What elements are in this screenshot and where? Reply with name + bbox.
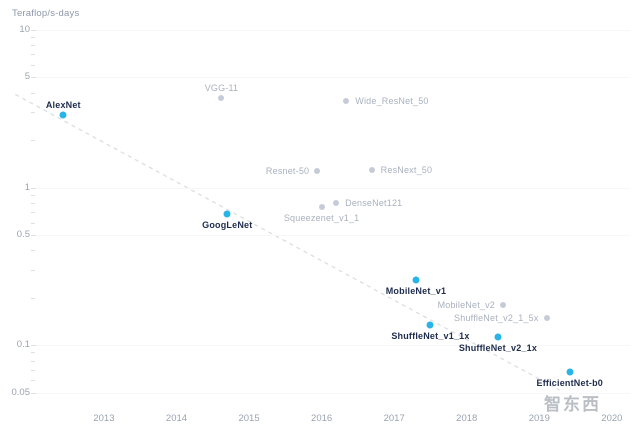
x-tick-label: 2015: [238, 413, 260, 424]
watermark: 智东西: [544, 395, 601, 414]
data-point-label: ResNext_50: [380, 164, 433, 175]
x-tick-label: 2017: [383, 413, 405, 424]
y-minor-tick-mark: [31, 54, 35, 56]
data-point-label: ShuffleNet_v2_1_5x: [454, 312, 539, 323]
y-minor-tick-mark: [31, 297, 35, 299]
data-point-dot[interactable]: [566, 368, 574, 376]
y-minor-tick-mark: [31, 380, 35, 382]
gridline: [35, 30, 630, 31]
y-minor-tick-mark: [31, 270, 35, 272]
data-point-dot[interactable]: [494, 333, 502, 341]
y-tick-label: 0.05: [11, 386, 31, 398]
data-point-label: Squeezenet_v1_1: [283, 213, 360, 224]
data-point-label: DenseNet121: [345, 197, 403, 208]
y-tick-mark: [31, 345, 36, 347]
y-minor-tick-mark: [31, 352, 35, 354]
y-tick-label: 5: [24, 71, 30, 83]
data-point-dot[interactable]: [223, 210, 231, 218]
y-minor-tick-mark: [31, 369, 35, 371]
y-minor-tick-mark: [31, 202, 35, 204]
y-minor-tick-mark: [31, 112, 35, 114]
gridline: [35, 235, 630, 237]
y-minor-tick-mark: [31, 360, 35, 362]
data-point-label: MobileNet_v1: [385, 285, 447, 296]
gridline: [35, 77, 630, 79]
data-point-dot[interactable]: [368, 166, 375, 173]
x-tick-label: 2016: [311, 413, 333, 424]
data-point-label: EfficientNet-b0: [536, 377, 604, 388]
x-tick-label: 2020: [601, 413, 623, 424]
y-tick-mark: [31, 392, 36, 394]
data-point-dot[interactable]: [218, 95, 225, 102]
y-tick-mark: [31, 30, 36, 31]
y-minor-tick-mark: [31, 250, 35, 252]
y-minor-tick-mark: [31, 37, 35, 39]
data-point-label: VGG-11: [204, 83, 239, 94]
x-tick-label: 2019: [528, 413, 550, 424]
y-minor-tick-mark: [31, 64, 35, 66]
y-minor-tick-mark: [31, 222, 35, 224]
data-point-dot[interactable]: [314, 167, 321, 174]
data-point-dot[interactable]: [59, 111, 67, 119]
data-point-label: AlexNet: [45, 99, 81, 110]
data-point-dot[interactable]: [333, 199, 340, 206]
x-tick-label: 2018: [456, 413, 478, 424]
y-tick-label: 10: [19, 24, 30, 35]
y-minor-tick-mark: [31, 194, 35, 196]
data-point-dot[interactable]: [543, 314, 550, 321]
data-point-dot[interactable]: [412, 276, 420, 284]
y-minor-tick-mark: [31, 92, 35, 94]
y-tick-label: 1: [24, 181, 30, 193]
data-point-label: Resnet-50: [265, 165, 310, 176]
data-point-label: MobileNet_v2: [437, 300, 496, 311]
y-minor-tick-mark: [31, 212, 35, 214]
data-point-label: GoogLeNet: [202, 220, 253, 231]
data-point-dot[interactable]: [426, 321, 434, 329]
gridline: [35, 392, 630, 394]
y-tick-label: 0.5: [16, 229, 30, 241]
x-tick-label: 2014: [165, 413, 188, 424]
data-point-dot[interactable]: [318, 204, 325, 211]
data-point-dot[interactable]: [500, 302, 507, 309]
data-point-label: ShuffleNet_v1_1x: [391, 330, 470, 341]
y-tick-label: 0.1: [16, 339, 30, 351]
x-tick-label: 2013: [93, 413, 115, 424]
data-point-dot[interactable]: [343, 97, 350, 104]
y-minor-tick-mark: [31, 45, 35, 47]
gridline: [35, 345, 630, 347]
gridline: [35, 187, 630, 189]
y-axis-title: Teraflop/s-days: [12, 8, 80, 19]
y-tick-mark: [31, 77, 36, 79]
data-point-label: Wide_ResNet_50: [355, 95, 429, 106]
y-tick-mark: [31, 187, 36, 189]
y-minor-tick-mark: [31, 140, 35, 142]
y-tick-mark: [31, 235, 36, 237]
data-point-label: ShuffleNet_v2_1x: [458, 342, 538, 353]
